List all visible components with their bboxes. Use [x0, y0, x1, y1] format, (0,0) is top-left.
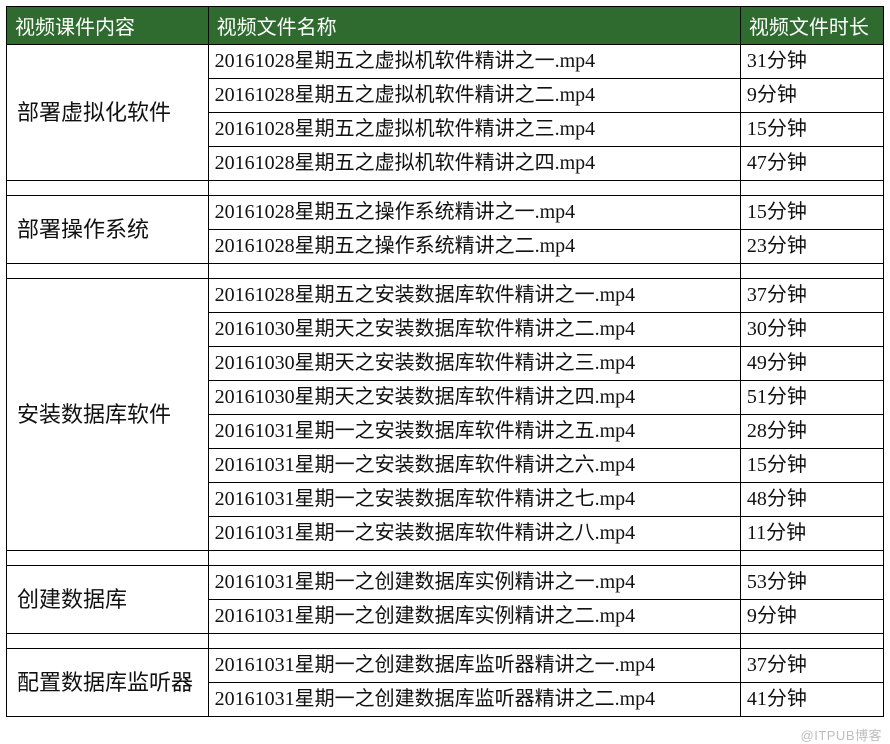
dur-cell: 15分钟 [740, 196, 883, 230]
file-cell: 20161030星期天之安装数据库软件精讲之二.mp4 [208, 313, 740, 347]
file-cell: 20161030星期天之安装数据库软件精讲之三.mp4 [208, 347, 740, 381]
file-cell: 20161028星期五之虚拟机软件精讲之一.mp4 [208, 45, 740, 79]
file-cell: 20161028星期五之虚拟机软件精讲之二.mp4 [208, 79, 740, 113]
spacer-row [7, 634, 884, 649]
section-title: 部署虚拟化软件 [7, 45, 209, 181]
dur-cell: 9分钟 [740, 600, 883, 634]
header-row: 视频课件内容 视频文件名称 视频文件时长 [7, 7, 884, 45]
dur-cell: 37分钟 [740, 649, 883, 683]
spacer-row [7, 264, 884, 279]
dur-cell: 47分钟 [740, 147, 883, 181]
col-header-duration: 视频文件时长 [740, 7, 883, 45]
dur-cell: 11分钟 [740, 517, 883, 551]
spacer-row [7, 551, 884, 566]
col-header-filename: 视频文件名称 [208, 7, 740, 45]
dur-cell: 49分钟 [740, 347, 883, 381]
dur-cell: 37分钟 [740, 279, 883, 313]
section-title: 安装数据库软件 [7, 279, 209, 551]
file-cell: 20161031星期一之安装数据库软件精讲之五.mp4 [208, 415, 740, 449]
dur-cell: 9分钟 [740, 79, 883, 113]
dur-cell: 31分钟 [740, 45, 883, 79]
table-row: 配置数据库监听器 20161031星期一之创建数据库监听器精讲之一.mp4 37… [7, 649, 884, 683]
course-table: 视频课件内容 视频文件名称 视频文件时长 部署虚拟化软件 20161028星期五… [6, 6, 884, 717]
file-cell: 20161031星期一之创建数据库监听器精讲之一.mp4 [208, 649, 740, 683]
dur-cell: 15分钟 [740, 449, 883, 483]
section-title: 部署操作系统 [7, 196, 209, 264]
dur-cell: 15分钟 [740, 113, 883, 147]
table-row: 部署操作系统 20161028星期五之操作系统精讲之一.mp4 15分钟 [7, 196, 884, 230]
dur-cell: 41分钟 [740, 683, 883, 717]
dur-cell: 48分钟 [740, 483, 883, 517]
file-cell: 20161031星期一之安装数据库软件精讲之八.mp4 [208, 517, 740, 551]
table-row: 部署虚拟化软件 20161028星期五之虚拟机软件精讲之一.mp4 31分钟 [7, 45, 884, 79]
col-header-content: 视频课件内容 [7, 7, 209, 45]
file-cell: 20161028星期五之操作系统精讲之一.mp4 [208, 196, 740, 230]
table-row: 安装数据库软件 20161028星期五之安装数据库软件精讲之一.mp4 37分钟 [7, 279, 884, 313]
file-cell: 20161030星期天之安装数据库软件精讲之四.mp4 [208, 381, 740, 415]
file-cell: 20161028星期五之操作系统精讲之二.mp4 [208, 230, 740, 264]
file-cell: 20161031星期一之创建数据库监听器精讲之二.mp4 [208, 683, 740, 717]
file-cell: 20161031星期一之安装数据库软件精讲之六.mp4 [208, 449, 740, 483]
dur-cell: 28分钟 [740, 415, 883, 449]
dur-cell: 53分钟 [740, 566, 883, 600]
file-cell: 20161028星期五之安装数据库软件精讲之一.mp4 [208, 279, 740, 313]
dur-cell: 30分钟 [740, 313, 883, 347]
section-title: 配置数据库监听器 [7, 649, 209, 717]
file-cell: 20161031星期一之安装数据库软件精讲之七.mp4 [208, 483, 740, 517]
file-cell: 20161028星期五之虚拟机软件精讲之四.mp4 [208, 147, 740, 181]
section-title: 创建数据库 [7, 566, 209, 634]
spacer-row [7, 181, 884, 196]
file-cell: 20161031星期一之创建数据库实例精讲之二.mp4 [208, 600, 740, 634]
file-cell: 20161031星期一之创建数据库实例精讲之一.mp4 [208, 566, 740, 600]
file-cell: 20161028星期五之虚拟机软件精讲之三.mp4 [208, 113, 740, 147]
table-row: 创建数据库 20161031星期一之创建数据库实例精讲之一.mp4 53分钟 [7, 566, 884, 600]
dur-cell: 23分钟 [740, 230, 883, 264]
watermark-text: @ITPUB博客 [0, 719, 890, 744]
dur-cell: 51分钟 [740, 381, 883, 415]
